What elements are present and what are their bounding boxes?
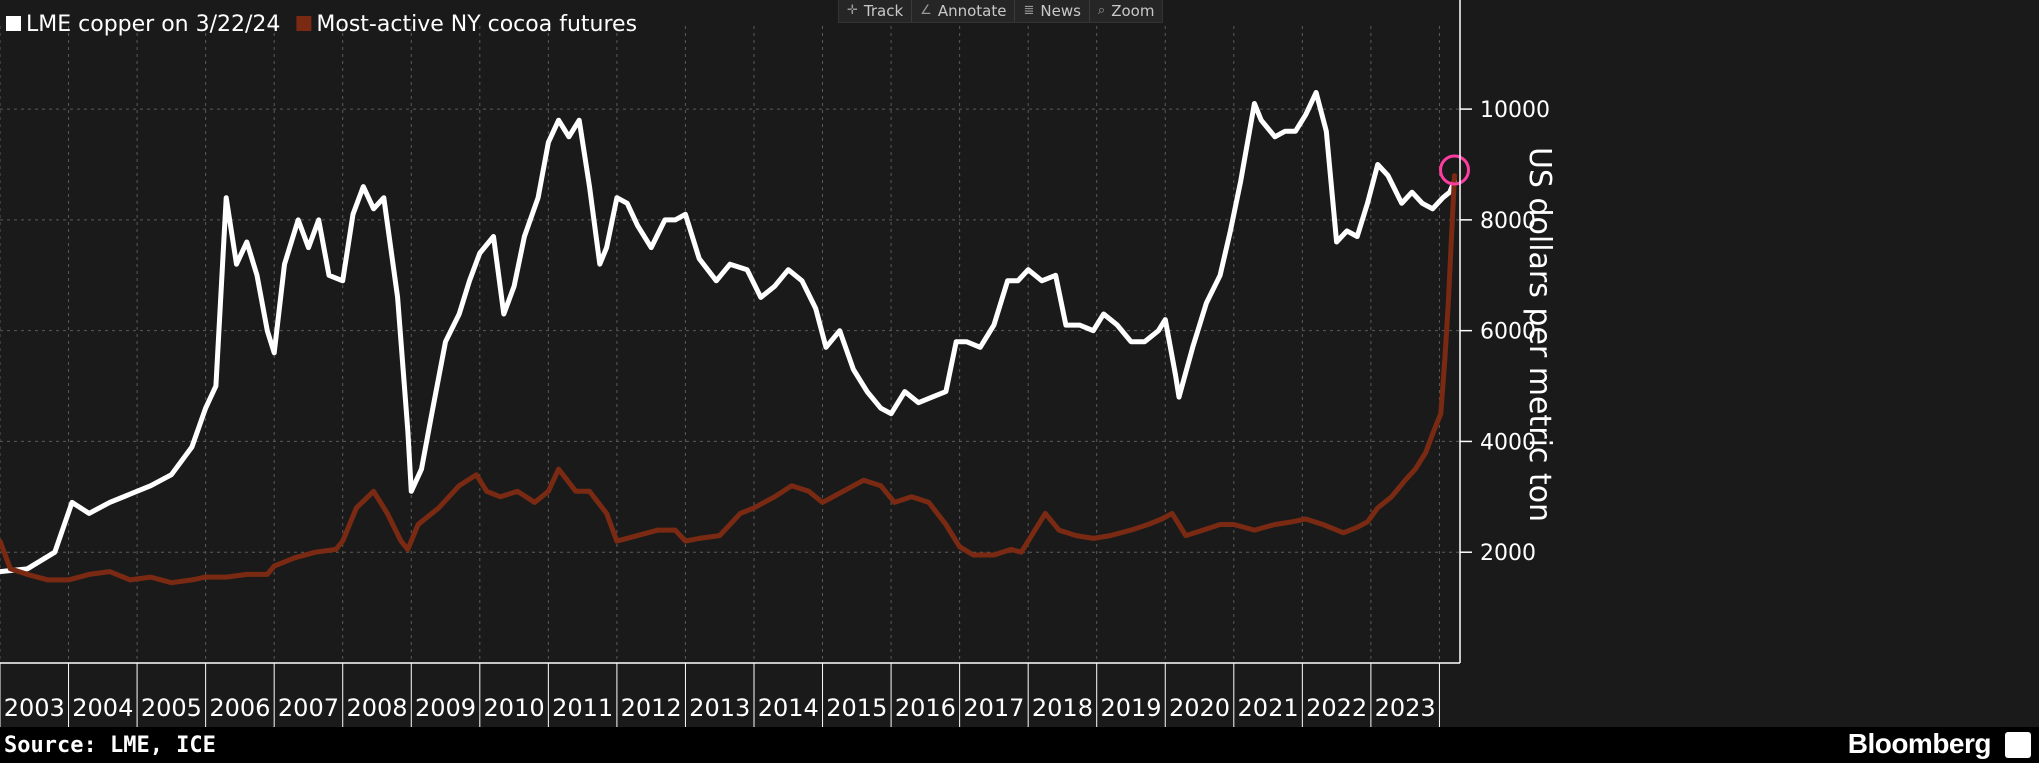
app-icon <box>2005 732 2031 758</box>
x-tick-label: 2009 <box>415 694 476 722</box>
x-tick-label: 2012 <box>621 694 682 722</box>
toolbar-track-button[interactable]: ✛ Track <box>839 0 913 22</box>
y-tick-label: 8000 <box>1480 209 1536 234</box>
series-line-copper <box>0 90 1457 575</box>
x-tick-label: 2011 <box>552 694 613 722</box>
source-note: Source: LME, ICE <box>4 733 216 758</box>
latest-value-marker <box>1439 154 1471 186</box>
toolbar-zoom-button[interactable]: ⌕ Zoom <box>1090 0 1163 22</box>
y-tick-label: 10000 <box>1480 98 1550 123</box>
x-tick-label: 2014 <box>758 694 819 722</box>
legend-swatch <box>296 16 312 31</box>
y-tick-label: 4000 <box>1480 430 1536 455</box>
y-tick-label: 2000 <box>1480 541 1536 566</box>
legend-swatch <box>6 16 21 31</box>
x-tick-label: 2017 <box>963 694 1024 722</box>
pencil-icon: ∠ <box>920 3 932 18</box>
toolbar-annotate-button[interactable]: ∠ Annotate <box>912 0 1016 22</box>
x-tick-label: 2020 <box>1169 694 1230 722</box>
series-layer <box>0 90 1471 586</box>
grid-layer <box>0 26 1460 663</box>
x-tick-label: 2023 <box>1375 694 1436 722</box>
y-axis-title: US dollars per metric ton <box>1522 147 1557 522</box>
chart-canvas: 2000 4000 6000 8000 10000 2003 2004 2005 2006 200… <box>0 0 1557 727</box>
brand-logo: Bloomberg <box>1847 728 1992 759</box>
x-tick-label: 2007 <box>278 694 339 722</box>
x-tick-label: 2006 <box>209 694 270 722</box>
magnifier-icon: ⌕ <box>1097 3 1106 18</box>
x-tick-label: 2016 <box>895 694 956 722</box>
x-tick-label: 2013 <box>689 694 750 722</box>
y-tick-label: 6000 <box>1480 320 1536 345</box>
x-tick-label: 2005 <box>141 694 202 722</box>
chart-toolbar: ✛ Track ∠ Annotate ≣ News ⌕ Zoom <box>838 0 1164 23</box>
toolbar-label: Track <box>863 2 904 20</box>
toolbar-news-button[interactable]: ≣ News <box>1015 0 1090 22</box>
legend-label: Most-active NY cocoa futures <box>316 12 637 37</box>
x-tick-label: 2015 <box>826 694 887 722</box>
axis-layer: 2000 4000 6000 8000 10000 2003 2004 2005 2006 200… <box>0 0 1557 727</box>
news-icon: ≣ <box>1023 3 1035 18</box>
x-tick-label: 2022 <box>1306 694 1367 722</box>
x-tick-label: 2003 <box>4 694 65 722</box>
x-tick-label: 2019 <box>1100 694 1161 722</box>
x-tick-label: 2021 <box>1238 694 1299 722</box>
toolbar-label: News <box>1040 2 1081 20</box>
x-tick-label: 2018 <box>1032 694 1093 722</box>
toolbar-label: Annotate <box>937 2 1007 20</box>
toolbar-label: Zoom <box>1111 2 1155 20</box>
footer: Source: LME, ICE Bloomberg <box>0 727 2039 763</box>
legend: LME copper on 3/22/24 Most-active NY coco… <box>6 12 637 37</box>
x-tick-label: 2004 <box>72 694 133 722</box>
chart-area: 2000 4000 6000 8000 10000 2003 2004 2005 2006 200… <box>0 0 2039 727</box>
series-line-cocoa <box>0 173 1457 586</box>
legend-label: LME copper on 3/22/24 <box>26 12 280 37</box>
crosshair-icon: ✛ <box>847 3 858 18</box>
x-tick-label: 2010 <box>484 694 545 722</box>
x-tick-label: 2008 <box>346 694 407 722</box>
